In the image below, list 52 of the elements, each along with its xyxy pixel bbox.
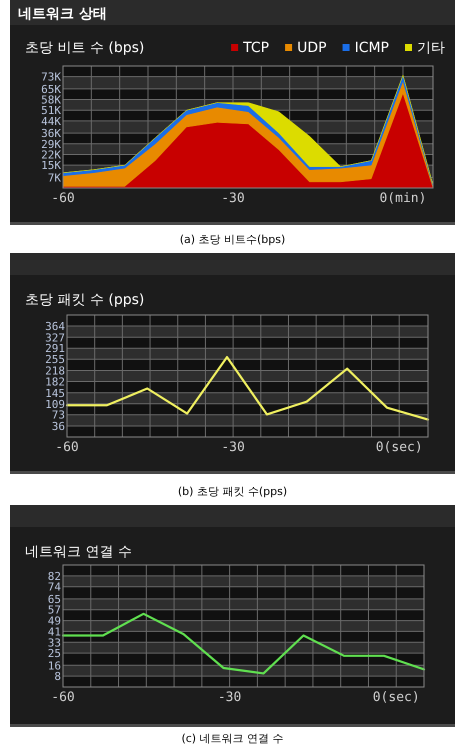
y-tick-label: 218 [45,364,65,378]
y-tick-label: 36 [52,420,65,434]
y-tick-label: 65 [48,592,61,606]
text: (c) 네트워크 연결 수 [181,732,284,745]
y-tick-label: 44K [41,114,62,128]
y-tick-label: 58K [41,94,62,107]
y-tick-label: 364 [45,320,66,333]
x-tick-label: -60 [51,191,75,206]
y-tick-label: 145 [45,386,65,400]
y-tick-label: 8 [54,670,61,684]
y-tick-label: 327 [45,331,65,344]
y-tick-label: 51K [41,104,62,118]
y-tick-label: 7K [48,171,62,184]
y-tick-label: 74 [48,580,62,594]
y-tick-label: 41 [48,625,61,638]
y-tick-label: 82 [48,570,61,583]
chart-subtitle: 초당 비트 수 (bps) [25,40,144,56]
y-tick-label: 22K [41,148,62,162]
line-series [62,612,426,675]
legend-label: 기타 [417,40,445,56]
chart-title: 네트워크 연결 수 [25,544,132,560]
legend-label: TCP [242,40,270,56]
y-tick-label: 29K [41,138,62,151]
y-tick-label: 49 [48,614,61,628]
x-tick-label: -60 [55,440,79,455]
y-tick-label: 15K [41,159,62,172]
x-tick-label: 0(min) [379,191,426,206]
y-tick-label: 73 [52,408,65,422]
y-tick-label: 109 [45,398,65,411]
y-tick-label: 291 [45,342,65,356]
legend-label: ICMP [354,40,389,56]
x-tick-label: 0(sec) [372,690,420,705]
y-tick-label: 25 [48,647,61,660]
y-tick-label: 65K [41,82,62,96]
x-tick-label: -30 [221,191,245,206]
y-tick-label: 182 [45,375,65,388]
text: (b) 초당 패킷 수(pps) [178,485,288,498]
y-tick-label: 16 [48,659,61,672]
y-tick-label: 57 [48,604,61,617]
chart-title: 초당 패킷 수 (pps) [25,292,144,308]
x-tick-label: -30 [218,690,242,705]
text: (a) 초당 비트수(bps) [180,233,286,246]
x-tick-label: -30 [221,440,245,455]
legend-label: UDP [297,40,327,56]
line-series [66,356,430,421]
y-tick-label: 36K [41,127,62,140]
y-tick-label: 73K [41,70,62,84]
y-tick-label: 33 [48,636,61,650]
chart-title: 네트워크 상태 [18,6,107,22]
x-tick-label: 0(sec) [376,440,423,455]
y-tick-label: 255 [45,353,65,366]
x-tick-label: -60 [51,690,75,705]
